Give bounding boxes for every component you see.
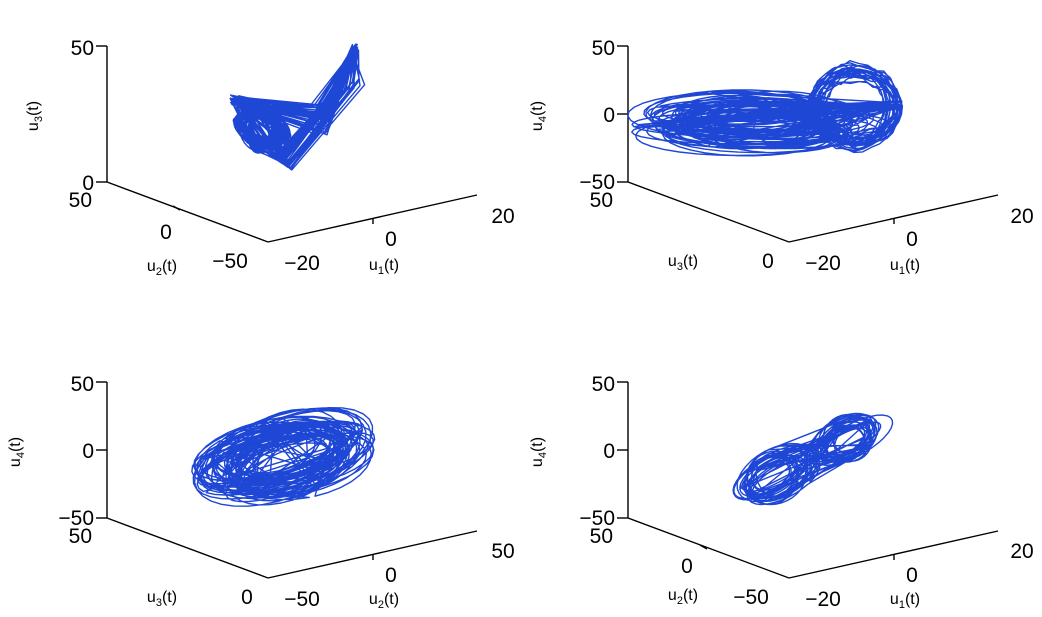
panel-4-axes (617, 381, 999, 579)
y-tick-label: 50 (590, 525, 613, 548)
x-tick-label: 0 (385, 228, 397, 251)
x-tick-label: −20 (284, 252, 320, 275)
panel-3-ticks: 50 0 −50 50 0 −50 0 50 (58, 373, 514, 611)
x-tick-label: −20 (805, 252, 841, 275)
panel-4: 50 0 −50 50 0 −50 −20 0 20 u4(t) u2(t) u… (529, 373, 1034, 611)
x-tick-label: 20 (1010, 205, 1033, 228)
z-tick-label: 50 (592, 373, 615, 396)
x-tick-label: 0 (906, 228, 918, 251)
panel-2: 50 0 −50 50 0 −20 0 20 u4(t) u3(t) u1(t) (529, 37, 1034, 277)
x-tick-label: 0 (906, 564, 918, 587)
y-axis-label: u2(t) (668, 587, 698, 607)
z-tick-label: −50 (579, 171, 615, 194)
series-line (191, 407, 376, 507)
x-tick-label: 0 (385, 564, 397, 587)
y-tick-mark (172, 205, 181, 211)
y-axis-line (627, 181, 790, 243)
series-line (627, 60, 904, 157)
x-tick-label: 50 (491, 540, 514, 563)
z-tick-label: 0 (82, 172, 94, 195)
z-tick-label: 50 (71, 373, 94, 396)
y-tick-label: −50 (733, 586, 769, 609)
z-axis-label: u3(t) (25, 101, 45, 131)
panel-4-ticks: 50 0 −50 50 0 −50 −20 0 20 (579, 373, 1033, 611)
x-axis-label: u2(t) (369, 591, 399, 611)
panel-2-ticks: 50 0 −50 50 0 −20 0 20 (579, 37, 1033, 275)
panel-1-ticks: 50 0 50 0 −50 −20 0 20 (69, 37, 515, 275)
panel-1-axes (96, 45, 478, 243)
x-axis-label: u1(t) (369, 257, 399, 277)
z-axis-label: u4(t) (529, 101, 549, 131)
y-tick-label: −50 (212, 250, 248, 273)
y-tick-label: 0 (681, 555, 693, 578)
y-tick-label: 0 (241, 586, 253, 609)
panel-3-axes (96, 381, 478, 579)
y-axis-label: u3(t) (668, 253, 698, 273)
z-axis-label: u4(t) (529, 437, 549, 467)
x-axis-label: u1(t) (890, 591, 920, 611)
x-tick-label: 20 (1010, 540, 1033, 563)
y-axis-line (627, 517, 790, 579)
x-tick-label: −20 (805, 588, 841, 611)
y-tick-label: 0 (762, 250, 774, 273)
panel-1-labels: u3(t) u2(t) u1(t) (25, 101, 399, 278)
x-tick-label: −50 (284, 588, 320, 611)
x-axis-label: u1(t) (890, 257, 920, 277)
series-line (732, 412, 894, 506)
panel-4-labels: u4(t) u2(t) u1(t) (529, 437, 920, 611)
panel-1: 50 0 50 0 −50 −20 0 20 u3(t) u2(t) u1(t) (25, 37, 515, 278)
z-tick-label: 50 (71, 37, 94, 60)
z-tick-label: 0 (603, 440, 615, 463)
y-axis-label: u2(t) (147, 258, 177, 278)
y-tick-mark (699, 544, 708, 550)
panel-3: 50 0 −50 50 0 −50 0 50 u4(t) u3(t) u2(t) (7, 373, 515, 611)
z-axis-label: u4(t) (7, 437, 27, 467)
panel-3-labels: u4(t) u3(t) u2(t) (7, 437, 399, 611)
panel-2-labels: u4(t) u3(t) u1(t) (529, 101, 920, 277)
z-tick-label: 50 (592, 37, 615, 60)
y-axis-line (106, 181, 269, 243)
z-tick-label: −50 (58, 507, 94, 530)
series-line (229, 43, 366, 171)
z-tick-label: 0 (603, 104, 615, 127)
y-tick-label: 50 (69, 525, 92, 548)
y-axis-line (106, 517, 269, 579)
z-tick-label: −50 (579, 507, 615, 530)
z-tick-label: 0 (82, 440, 94, 463)
y-tick-label: 50 (590, 189, 613, 212)
y-tick-label: 50 (69, 189, 92, 212)
y-axis-label: u3(t) (147, 589, 177, 609)
y-tick-label: 0 (160, 221, 172, 244)
x-tick-label: 20 (491, 205, 514, 228)
